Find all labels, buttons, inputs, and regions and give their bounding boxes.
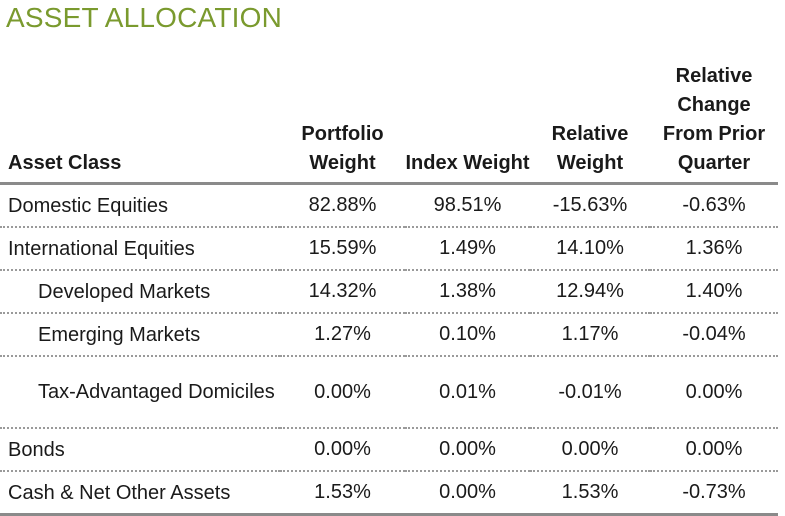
relative-change-value: -0.04% xyxy=(650,313,778,357)
relative-weight-value: 12.94% xyxy=(530,270,650,314)
table-row: Tax-Advantaged Domiciles 0.00% 0.01% -0.… xyxy=(0,356,778,429)
header-relative-weight: Relative Weight xyxy=(530,58,650,185)
asset-allocation-table: Asset Class Portfolio Weight Index Weigh… xyxy=(0,58,778,516)
table-row: Bonds 0.00% 0.00% 0.00% 0.00% xyxy=(0,428,778,472)
portfolio-weight-value: 0.00% xyxy=(280,428,405,472)
portfolio-weight-value: 15.59% xyxy=(280,227,405,271)
index-weight-value: 1.49% xyxy=(405,227,530,271)
asset-class-name: Bonds xyxy=(0,428,280,472)
relative-weight-value: 0.00% xyxy=(530,428,650,472)
header-row: Asset Class Portfolio Weight Index Weigh… xyxy=(0,58,778,185)
asset-class-name: Cash & Net Other Assets xyxy=(0,471,280,516)
table-row: Domestic Equities 82.88% 98.51% -15.63% … xyxy=(0,183,778,228)
table-row: Developed Markets 14.32% 1.38% 12.94% 1.… xyxy=(0,270,778,314)
relative-change-value: 1.40% xyxy=(650,270,778,314)
portfolio-weight-value: 82.88% xyxy=(280,183,405,228)
relative-change-value: 0.00% xyxy=(650,428,778,472)
relative-weight-value: 1.53% xyxy=(530,471,650,516)
relative-weight-value: 14.10% xyxy=(530,227,650,271)
relative-weight-value: 1.17% xyxy=(530,313,650,357)
portfolio-weight-value: 14.32% xyxy=(280,270,405,314)
table-row: Cash & Net Other Assets 1.53% 0.00% 1.53… xyxy=(0,471,778,516)
table-row: Emerging Markets 1.27% 0.10% 1.17% -0.04… xyxy=(0,313,778,357)
relative-change-value: -0.63% xyxy=(650,183,778,228)
header-relative-change: Relative Change From Prior Quarter xyxy=(650,58,778,185)
relative-change-value: -0.73% xyxy=(650,471,778,516)
page-title: ASSET ALLOCATION xyxy=(6,2,283,33)
asset-class-name: Tax-Advantaged Domiciles xyxy=(0,356,280,429)
relative-change-value: 1.36% xyxy=(650,227,778,271)
header-asset-class: Asset Class xyxy=(0,58,280,185)
portfolio-weight-value: 1.27% xyxy=(280,313,405,357)
index-weight-value: 98.51% xyxy=(405,183,530,228)
index-weight-value: 0.01% xyxy=(405,356,530,429)
header-portfolio-weight: Portfolio Weight xyxy=(280,58,405,185)
portfolio-weight-value: 1.53% xyxy=(280,471,405,516)
index-weight-value: 0.00% xyxy=(405,471,530,516)
portfolio-weight-value: 0.00% xyxy=(280,356,405,429)
index-weight-value: 0.10% xyxy=(405,313,530,357)
relative-weight-value: -15.63% xyxy=(530,183,650,228)
index-weight-value: 0.00% xyxy=(405,428,530,472)
relative-change-value: 0.00% xyxy=(650,356,778,429)
index-weight-value: 1.38% xyxy=(405,270,530,314)
table-row: International Equities 15.59% 1.49% 14.1… xyxy=(0,227,778,271)
asset-class-name: Domestic Equities xyxy=(0,183,280,228)
asset-class-name: Emerging Markets xyxy=(0,313,280,357)
asset-class-name: International Equities xyxy=(0,227,280,271)
header-index-weight: Index Weight xyxy=(405,58,530,185)
relative-weight-value: -0.01% xyxy=(530,356,650,429)
asset-class-name: Developed Markets xyxy=(0,270,280,314)
